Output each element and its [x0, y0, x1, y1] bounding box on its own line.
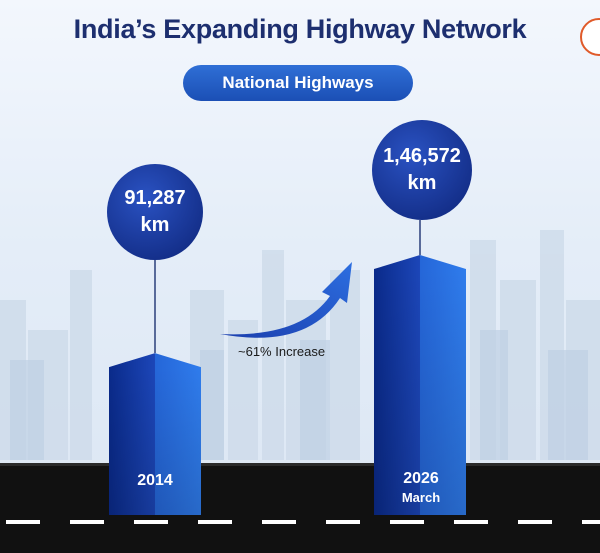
increase-arrow-icon [220, 262, 352, 338]
unit-label-2014: km [140, 214, 170, 236]
value-label-2014: 91,287 [124, 187, 186, 209]
subtitle-badge: National Highways [183, 65, 413, 101]
road-edge [0, 463, 600, 466]
bar-2026 [374, 255, 466, 515]
category-year-2014: 2014 [137, 472, 173, 489]
lane-dash [390, 520, 424, 524]
value-bubble-2026: 1,46,572 km [372, 120, 472, 220]
category-year-2026: 2026 [403, 470, 439, 487]
category-label-2014: 2014 [110, 472, 200, 490]
lane-dash [70, 520, 104, 524]
bar-2014 [109, 353, 201, 515]
increase-annotation: ~61% Increase [238, 344, 326, 359]
lane-dash [262, 520, 296, 524]
lane-dash [198, 520, 232, 524]
category-label-2026: 2026 March [376, 470, 466, 505]
lane-dash [134, 520, 168, 524]
value-bubble-2014: 91,287 km [107, 164, 203, 260]
value-label-2026: 1,46,572 [383, 145, 461, 167]
lane-dash [6, 520, 40, 524]
page-title: India’s Expanding Highway Network [73, 14, 527, 44]
category-sublabel-2026: March [401, 490, 441, 505]
bar-shade-2026 [374, 269, 466, 515]
lane-dash [454, 520, 488, 524]
unit-label-2026: km [407, 172, 437, 194]
lane-markings [6, 520, 600, 524]
road [0, 463, 600, 553]
bar-shade-2014 [109, 367, 201, 515]
lane-dash [326, 520, 360, 524]
lane-dash [582, 520, 600, 524]
lane-dash [518, 520, 552, 524]
skyline-foreground [10, 330, 588, 460]
